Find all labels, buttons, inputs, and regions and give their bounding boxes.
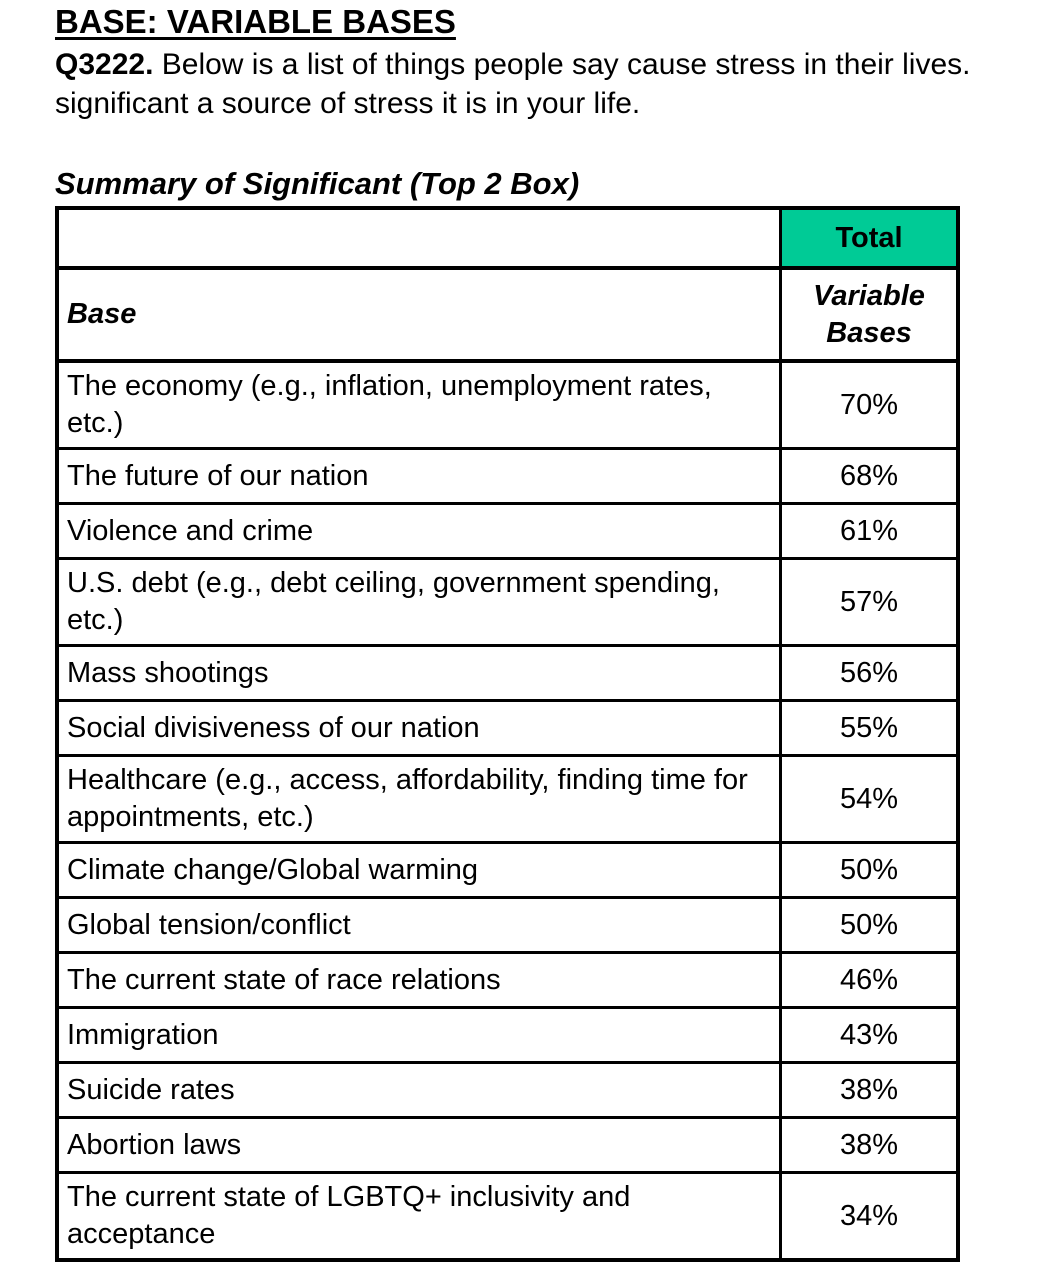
base-header-cell: Base xyxy=(55,266,782,363)
stressor-label: Suicide rates xyxy=(55,1061,782,1119)
empty-header-cell xyxy=(55,206,782,270)
stressor-label: The economy (e.g., inflation, unemployme… xyxy=(55,359,782,450)
stressor-label: The current state of race relations xyxy=(55,951,782,1009)
stressor-percent: 55% xyxy=(779,699,960,757)
stressor-label: Healthcare (e.g., access, affordability,… xyxy=(55,754,782,844)
question-text: Q3222. Below is a list of things people … xyxy=(55,45,1058,123)
stressor-percent: 54% xyxy=(779,754,960,844)
stressor-label: Violence and crime xyxy=(55,502,782,560)
stressor-percent: 57% xyxy=(779,557,960,647)
stressor-percent: 46% xyxy=(779,951,960,1009)
table-row: U.S. debt (e.g., debt ceiling, governmen… xyxy=(55,557,960,647)
base-header-row: Base Variable Bases xyxy=(55,266,960,363)
question-number: Q3222. xyxy=(55,48,154,81)
table-title: Summary of Significant (Top 2 Box) xyxy=(55,166,580,201)
stressor-percent: 61% xyxy=(779,502,960,560)
stressor-label: The current state of LGBTQ+ inclusivity … xyxy=(55,1171,782,1262)
stressor-label: Immigration xyxy=(55,1006,782,1064)
stressor-percent: 70% xyxy=(779,359,960,450)
table-row: Immigration 43% xyxy=(55,1006,960,1064)
table-row: The economy (e.g., inflation, unemployme… xyxy=(55,359,960,450)
stressor-label: Mass shootings xyxy=(55,644,782,702)
table-row: Social divisiveness of our nation 55% xyxy=(55,699,960,757)
stressor-percent: 38% xyxy=(779,1061,960,1119)
table-row: Mass shootings 56% xyxy=(55,644,960,702)
variable-bases-header-cell: Variable Bases xyxy=(779,266,960,363)
stressor-percent: 68% xyxy=(779,447,960,505)
stressor-label: U.S. debt (e.g., debt ceiling, governmen… xyxy=(55,557,782,647)
stressor-percent: 56% xyxy=(779,644,960,702)
stressor-label: Global tension/conflict xyxy=(55,896,782,954)
table-row: Healthcare (e.g., access, affordability,… xyxy=(55,754,960,844)
table-row: The current state of LGBTQ+ inclusivity … xyxy=(55,1171,960,1262)
stressor-label: Abortion laws xyxy=(55,1116,782,1174)
table-row: Violence and crime 61% xyxy=(55,502,960,560)
page-title: BASE: VARIABLE BASES xyxy=(55,3,456,40)
stressor-percent: 50% xyxy=(779,841,960,899)
table-row: The future of our nation 68% xyxy=(55,447,960,505)
table-row: Abortion laws 38% xyxy=(55,1116,960,1174)
stressor-label: The future of our nation xyxy=(55,447,782,505)
table-row: Suicide rates 38% xyxy=(55,1061,960,1119)
question-line-1: Q3222. Below is a list of things people … xyxy=(55,45,1058,84)
table-row: Global tension/conflict 50% xyxy=(55,896,960,954)
stressor-percent: 38% xyxy=(779,1116,960,1174)
stressor-percent: 43% xyxy=(779,1006,960,1064)
question-line-1-text: Below is a list of things people say cau… xyxy=(153,48,971,81)
table-row: Climate change/Global warming 50% xyxy=(55,841,960,899)
stressor-label: Climate change/Global warming xyxy=(55,841,782,899)
question-line-2: significant a source of stress it is in … xyxy=(55,87,641,120)
total-header-row: Total xyxy=(55,206,960,270)
stressor-percent: 50% xyxy=(779,896,960,954)
stressor-percent: 34% xyxy=(779,1171,960,1262)
table-row: The current state of race relations 46% xyxy=(55,951,960,1009)
summary-table: Total Base Variable Bases The economy (e… xyxy=(55,206,960,1262)
total-header-cell: Total xyxy=(779,206,960,270)
summary-table-body: Total Base Variable Bases The economy (e… xyxy=(55,206,960,1262)
stressor-label: Social divisiveness of our nation xyxy=(55,699,782,757)
